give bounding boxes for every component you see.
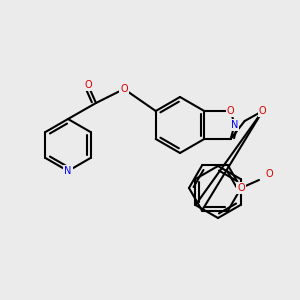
- Text: N: N: [64, 166, 72, 176]
- Text: O: O: [237, 183, 245, 193]
- Text: O: O: [265, 169, 273, 179]
- Text: O: O: [84, 80, 92, 90]
- Text: O: O: [227, 106, 235, 116]
- Text: O: O: [120, 84, 128, 94]
- Text: N: N: [231, 120, 238, 130]
- Text: O: O: [259, 106, 266, 116]
